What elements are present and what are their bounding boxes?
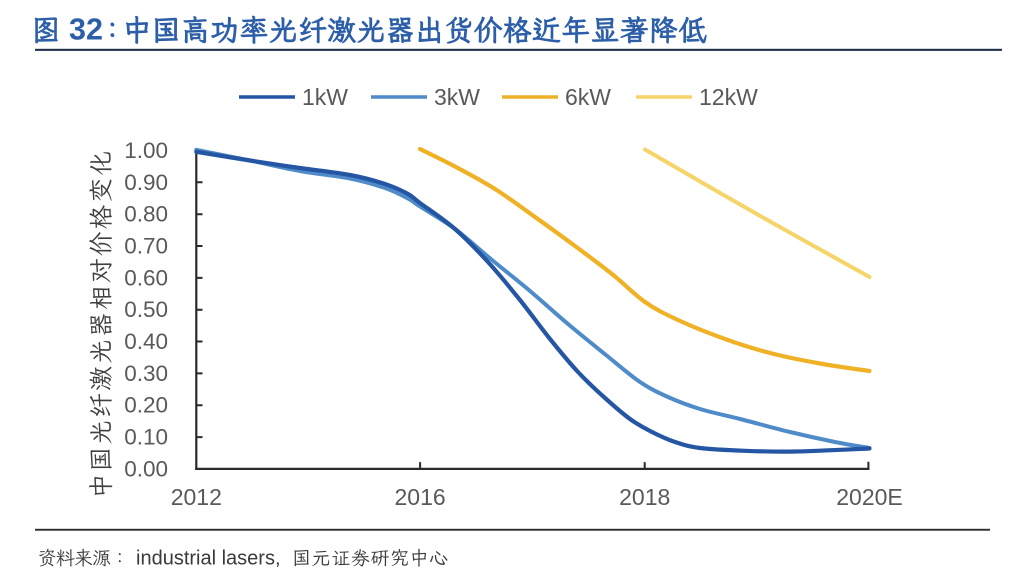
svg-text:0.10: 0.10 (124, 425, 168, 450)
svg-text:0.60: 0.60 (124, 265, 168, 290)
svg-text:0.40: 0.40 (124, 329, 168, 354)
svg-text:0.80: 0.80 (124, 202, 168, 227)
svg-text:32: 32 (69, 13, 103, 47)
svg-text:0.70: 0.70 (124, 234, 168, 259)
svg-text:2020E: 2020E (836, 484, 903, 510)
svg-text:0.90: 0.90 (124, 170, 168, 195)
svg-text:1kW: 1kW (302, 84, 348, 110)
svg-text:0.50: 0.50 (124, 297, 168, 322)
svg-text:3kW: 3kW (434, 84, 480, 110)
svg-text:0.30: 0.30 (124, 361, 168, 386)
svg-text:1.00: 1.00 (124, 138, 168, 163)
svg-text:2016: 2016 (395, 484, 446, 510)
svg-text:industrial lasers,: industrial lasers, (136, 548, 281, 570)
svg-text:0.00: 0.00 (124, 456, 168, 481)
svg-text:0.20: 0.20 (124, 393, 168, 418)
svg-text:2012: 2012 (171, 484, 222, 510)
svg-text:2018: 2018 (619, 484, 670, 510)
svg-text:12kW: 12kW (699, 84, 758, 110)
svg-text:6kW: 6kW (565, 84, 611, 110)
